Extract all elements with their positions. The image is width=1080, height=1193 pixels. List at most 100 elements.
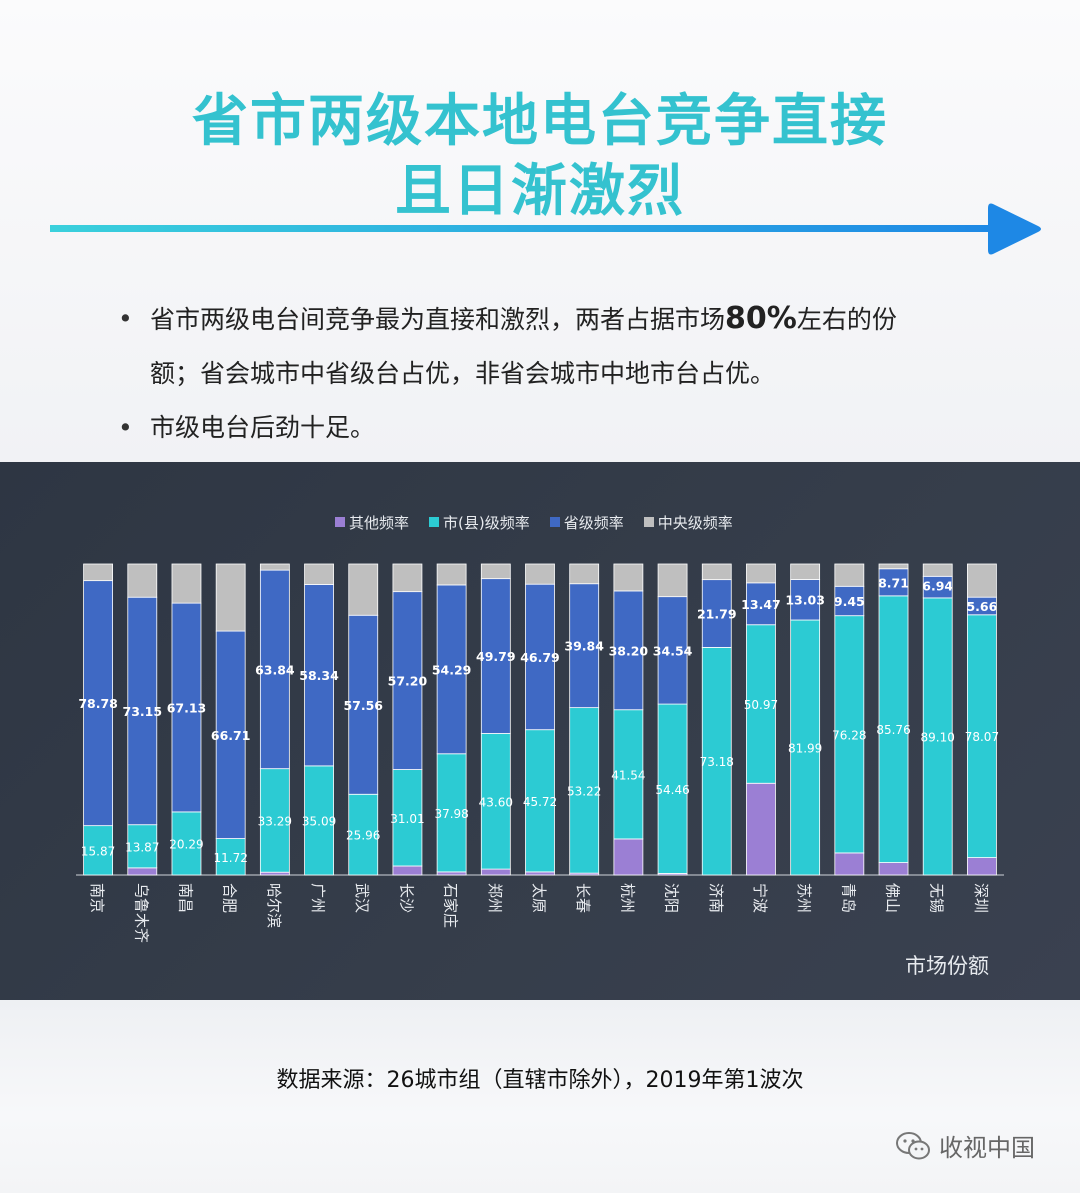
bar-segment-other-10 <box>525 871 555 876</box>
legend-item-other: 其他频率 <box>335 512 409 533</box>
data-label-city-3: 11.72 <box>213 851 247 865</box>
bar-segment-other-4 <box>259 871 290 876</box>
data-label-province-4: 63.84 <box>255 662 295 677</box>
x-tick-label-15: 宁波 <box>751 883 769 913</box>
bar-segment-other-12 <box>613 838 644 876</box>
bar-segment-city-12 <box>613 709 644 840</box>
bar-segment-province-2 <box>171 602 202 813</box>
bar-segment-central-16 <box>790 563 821 580</box>
bar-segment-other-17 <box>834 852 865 876</box>
data-label-city-4: 33.29 <box>258 814 292 828</box>
data-label-city-15: 50.97 <box>744 698 778 712</box>
bar-segment-central-14 <box>701 563 732 581</box>
data-label-province-0: 78.78 <box>78 696 118 711</box>
bar-segment-province-8 <box>436 584 467 755</box>
x-tick-label-14: 济南 <box>707 883 725 913</box>
bar-segment-city-3 <box>215 838 246 876</box>
x-tick-label-12: 杭州 <box>618 883 636 913</box>
data-label-province-1: 73.15 <box>123 704 163 719</box>
legend-swatch-other <box>335 517 345 527</box>
data-label-province-5: 58.34 <box>299 668 339 683</box>
data-label-province-17: 9.45 <box>834 594 865 609</box>
x-tick-label-3: 合肥 <box>221 883 239 913</box>
watermark-text: 收视中国 <box>939 1134 1035 1162</box>
bar-segment-city-16 <box>790 619 821 876</box>
data-label-city-2: 20.29 <box>169 837 203 851</box>
data-label-province-10: 46.79 <box>520 650 560 665</box>
x-tick-label-7: 长沙 <box>397 883 415 913</box>
data-label-city-1: 13.87 <box>125 840 159 854</box>
data-label-province-12: 38.20 <box>609 643 649 658</box>
bullet-list: • 省市两级电台间竞争最为直接和激烈，两者占据市场80%左右的份 额；省会城市中… <box>118 292 998 455</box>
bar-segment-central-4 <box>259 563 290 571</box>
bar-segment-central-18 <box>878 563 909 570</box>
data-label-city-18: 85.76 <box>876 723 910 737</box>
x-tick-label-2: 南昌 <box>176 883 194 913</box>
bar-segment-city-17 <box>834 615 865 854</box>
chart-legend: 其他频率 市(县)级频率 省级频率 中央级频率 <box>335 510 733 534</box>
x-tick-label-13: 沈阳 <box>663 883 681 913</box>
legend-label-other: 其他频率 <box>349 513 410 532</box>
legend-label-city: 市(县)级频率 <box>443 513 530 532</box>
legend-swatch-city <box>429 517 440 527</box>
data-source-note: 数据来源：26城市组（直辖市除外），2019年第1波次 <box>276 1068 804 1093</box>
legend-item-central: 中央级频率 <box>643 512 733 533</box>
bullet-marker: • <box>118 413 133 442</box>
data-label-city-11: 53.22 <box>567 784 601 798</box>
data-label-city-6: 25.96 <box>346 829 380 843</box>
bar-segment-province-12 <box>613 590 644 711</box>
bar-segment-province-9 <box>480 578 511 734</box>
bar-segment-central-2 <box>171 563 202 604</box>
bar-segment-province-17 <box>834 585 865 617</box>
bar-segment-city-5 <box>304 765 334 876</box>
data-label-province-20: 5.66 <box>966 599 997 614</box>
x-tick-label-4: 哈尔滨 <box>265 883 283 928</box>
bar-segment-other-18 <box>878 862 909 876</box>
bullet-1-text-b: 左右的份 <box>796 305 897 334</box>
page-title-line1: 省市两级本地电台竞争直接 <box>192 89 888 154</box>
bar-segment-city-9 <box>480 733 511 870</box>
bullet-1-highlight: 80% <box>725 301 797 336</box>
legend-label-province: 省级频率 <box>563 513 624 532</box>
bar-segment-city-8 <box>436 753 467 873</box>
wechat-icon <box>896 1131 930 1159</box>
page-title-line2: 且日渐激烈 <box>395 159 685 224</box>
bar-segment-city-4 <box>259 768 290 873</box>
bullet-item-2: • 市级电台后劲十足。 <box>118 401 998 455</box>
bar-segment-province-5 <box>304 584 334 767</box>
bar-segment-central-1 <box>127 563 158 598</box>
data-label-province-15: 13.47 <box>741 597 781 612</box>
data-label-city-8: 37.98 <box>434 807 468 821</box>
bar-segment-province-16 <box>790 579 821 621</box>
bullet-2-text: 市级电台后劲十足。 <box>150 413 376 442</box>
x-tick-label-1: 乌鲁木齐 <box>132 883 150 943</box>
legend-item-province: 省级频率 <box>549 512 624 533</box>
data-label-city-19: 89.10 <box>921 730 955 744</box>
bar-segment-city-10 <box>525 729 555 873</box>
bullet-marker: • <box>118 304 133 333</box>
bar-segment-other-1 <box>127 867 158 876</box>
bar-segment-city-7 <box>392 769 423 867</box>
data-label-city-12: 41.54 <box>611 768 645 782</box>
bar-segment-central-20 <box>967 563 997 598</box>
data-label-city-16: 81.99 <box>788 742 822 756</box>
data-label-province-6: 57.56 <box>343 698 383 713</box>
x-tick-label-9: 郑州 <box>486 883 504 913</box>
bar-segment-central-11 <box>569 563 600 585</box>
bar-segment-province-6 <box>348 614 379 795</box>
bar-segment-city-14 <box>701 647 732 876</box>
bar-segment-central-17 <box>834 563 865 587</box>
legend-swatch-central <box>643 517 654 527</box>
bullet-1-text-a: 省市两级电台间竞争最为直接和激烈，两者占据市场 <box>150 305 726 334</box>
data-label-city-17: 76.28 <box>832 728 866 742</box>
bar-segment-province-10 <box>525 583 555 731</box>
bar-segment-central-3 <box>215 563 246 632</box>
stacked-bar-chart: 15.87 78.78 南京 13.87 73.15 乌鲁木齐 20.29 67.13 南昌 11… <box>76 563 1004 943</box>
data-label-province-2: 67.13 <box>167 701 207 716</box>
data-label-province-13: 34.54 <box>653 643 693 658</box>
data-label-province-9: 49.79 <box>476 649 516 664</box>
data-label-province-7: 57.20 <box>388 674 428 689</box>
x-tick-label-16: 苏州 <box>795 883 813 913</box>
data-label-city-0: 15.87 <box>81 844 115 858</box>
x-tick-label-0: 南京 <box>88 883 106 913</box>
